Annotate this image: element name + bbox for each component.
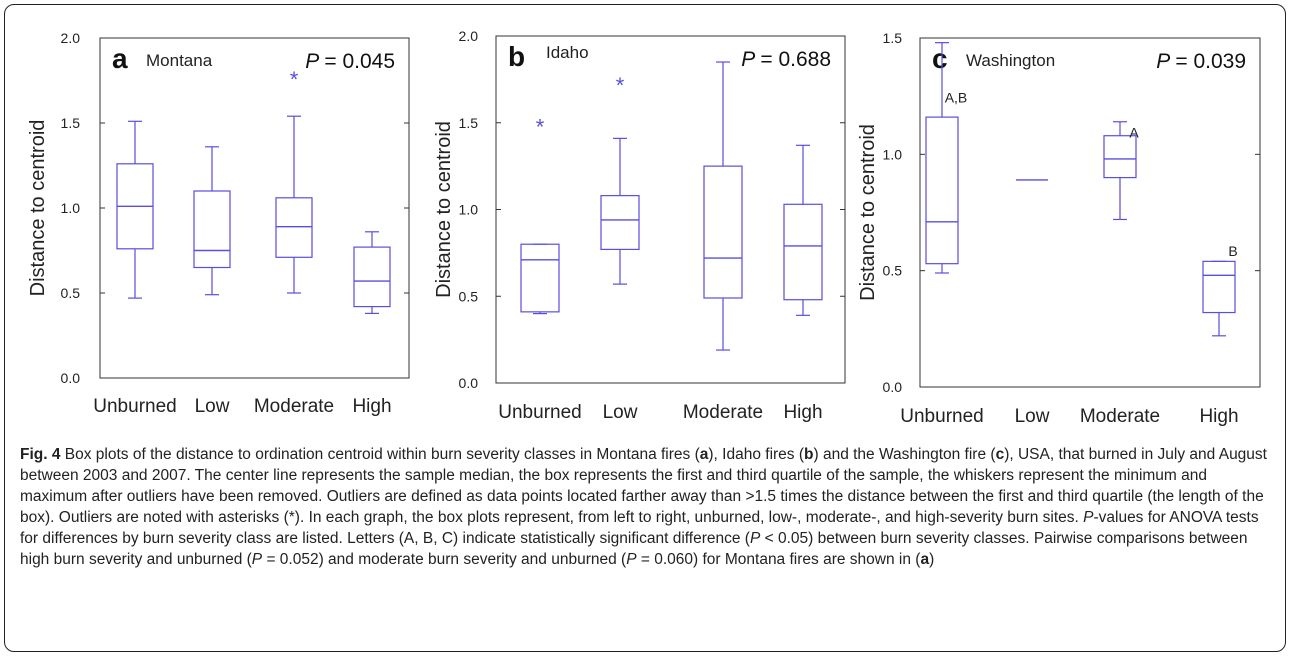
caption-p: P	[251, 551, 263, 568]
y-axis-label: Distance to centroid	[857, 124, 879, 301]
p-number: = 0.045	[324, 50, 395, 73]
x-category-label: High	[352, 396, 391, 417]
figure-caption: Fig. 4 Box plots of the distance to ordi…	[20, 444, 1272, 570]
iqr-box	[783, 203, 823, 301]
caption-ref: c	[995, 446, 1005, 463]
box-moderate	[1103, 121, 1137, 221]
panel-title: Idaho	[546, 43, 589, 62]
p-value-label: P = 0.688	[741, 48, 831, 71]
caption-text: -values for ANOVA tests for differences …	[20, 509, 1259, 547]
iqr-box	[275, 197, 313, 258]
caption-text: ), Idaho fires (	[708, 446, 805, 463]
box-unburned	[925, 42, 959, 274]
caption-text: ), USA, that burned in July and August b…	[20, 446, 1267, 526]
y-tick-label: 1.5	[883, 30, 903, 46]
y-axis-label: Distance to centroid	[433, 121, 455, 298]
significance-letter: A	[1129, 124, 1139, 140]
outlier-marker: *	[616, 73, 625, 98]
caption-ref: a	[920, 551, 930, 568]
iqr-box	[925, 116, 959, 265]
x-category-label: Unburned	[498, 402, 581, 423]
panel-letter: a	[112, 43, 128, 74]
caption-text: < 0.05) between burn severity classes. P…	[20, 530, 1248, 568]
box-unburned	[520, 243, 560, 315]
significance-letter: A,B	[945, 89, 968, 105]
p-value-label: P = 0.045	[305, 50, 395, 73]
iqr-box	[1202, 260, 1236, 314]
y-tick-label: 2.0	[61, 30, 81, 46]
y-tick-label: 0.0	[459, 375, 479, 391]
x-category-label: Low	[603, 402, 638, 423]
panel-title: Montana	[146, 51, 213, 70]
x-category-label: Unburned	[900, 406, 983, 427]
iqr-box	[703, 165, 743, 299]
outlier-marker: *	[536, 114, 545, 139]
y-tick-label: 1.0	[459, 202, 479, 218]
caption-text: Box plots of the distance to ordination …	[60, 446, 700, 463]
y-tick-label: 1.0	[61, 200, 81, 216]
plot-area	[495, 35, 846, 384]
p-symbol: P	[305, 50, 324, 73]
x-category-label: Moderate	[254, 396, 334, 417]
y-axis-label: Distance to centroid	[27, 120, 49, 297]
p-value-label: P = 0.039	[1156, 50, 1246, 73]
y-tick-label: 1.5	[61, 115, 81, 131]
iqr-box	[193, 190, 231, 269]
box-high	[783, 144, 823, 316]
outlier-marker: *	[290, 67, 299, 92]
y-tick-label: 0.5	[61, 285, 81, 301]
box-moderate	[703, 61, 743, 351]
caption-text: )	[929, 551, 935, 568]
caption-p: P	[1083, 509, 1094, 526]
y-tick-label: 0.0	[61, 370, 81, 386]
y-tick-label: 0.5	[883, 263, 903, 279]
caption-text: = 0.060) for Montana fires are shown in …	[636, 551, 921, 568]
box-high	[1202, 260, 1236, 337]
chart-panel-b: 0.0 0.5 1.0 1.5 2.0 Distance to centroid Unbur…	[433, 28, 846, 423]
p-number: = 0.039	[1175, 50, 1246, 73]
caption-text: ) and the Washington fire (	[813, 446, 996, 463]
box-high	[353, 231, 391, 314]
y-tick-label: 2.0	[459, 28, 479, 44]
x-category-label: Low	[195, 396, 230, 417]
y-tick-label: 0.0	[883, 379, 903, 395]
caption-p: P	[626, 551, 637, 568]
chart-panel-a: 0.0 0.5 1.0 1.5 2.0 Distance to centroid Unbur…	[27, 30, 410, 417]
caption-ref: a	[699, 446, 709, 463]
caption-p: P	[749, 530, 761, 547]
iqr-box	[600, 195, 640, 251]
panel-letter: b	[508, 41, 525, 72]
x-category-label: Low	[1015, 406, 1050, 427]
y-tick-label: 1.5	[459, 115, 479, 131]
x-category-label: High	[1199, 406, 1238, 427]
p-symbol: P	[1156, 50, 1175, 73]
panel-letter: c	[932, 43, 948, 74]
box-low	[193, 146, 231, 296]
y-tick-label: 0.5	[459, 288, 479, 304]
x-category-label: Moderate	[1080, 406, 1160, 427]
x-category-label: High	[783, 402, 822, 423]
caption-fig-label: Fig. 4	[20, 446, 61, 463]
iqr-box	[353, 246, 391, 308]
plot-area	[919, 37, 1261, 388]
p-symbol: P	[741, 48, 760, 71]
x-category-label: Unburned	[93, 396, 176, 417]
figure-frame	[4, 4, 1286, 652]
plot-area	[99, 37, 410, 379]
iqr-box	[1103, 135, 1137, 179]
box-unburned	[116, 120, 154, 299]
x-category-label: Moderate	[683, 402, 763, 423]
caption-ref: b	[804, 446, 814, 463]
box-moderate	[275, 115, 313, 294]
iqr-box	[520, 243, 560, 313]
caption-text: = 0.052) and moderate burn severity and …	[262, 551, 627, 568]
significance-letter: B	[1228, 243, 1237, 259]
y-tick-label: 1.0	[883, 146, 903, 162]
p-number: = 0.688	[760, 48, 831, 71]
panel-title: Washington	[966, 51, 1055, 70]
chart-panel-c: 0.0 0.5 1.0 1.5 Distance to centroid Unburned…	[857, 30, 1261, 427]
box-low	[600, 137, 640, 285]
